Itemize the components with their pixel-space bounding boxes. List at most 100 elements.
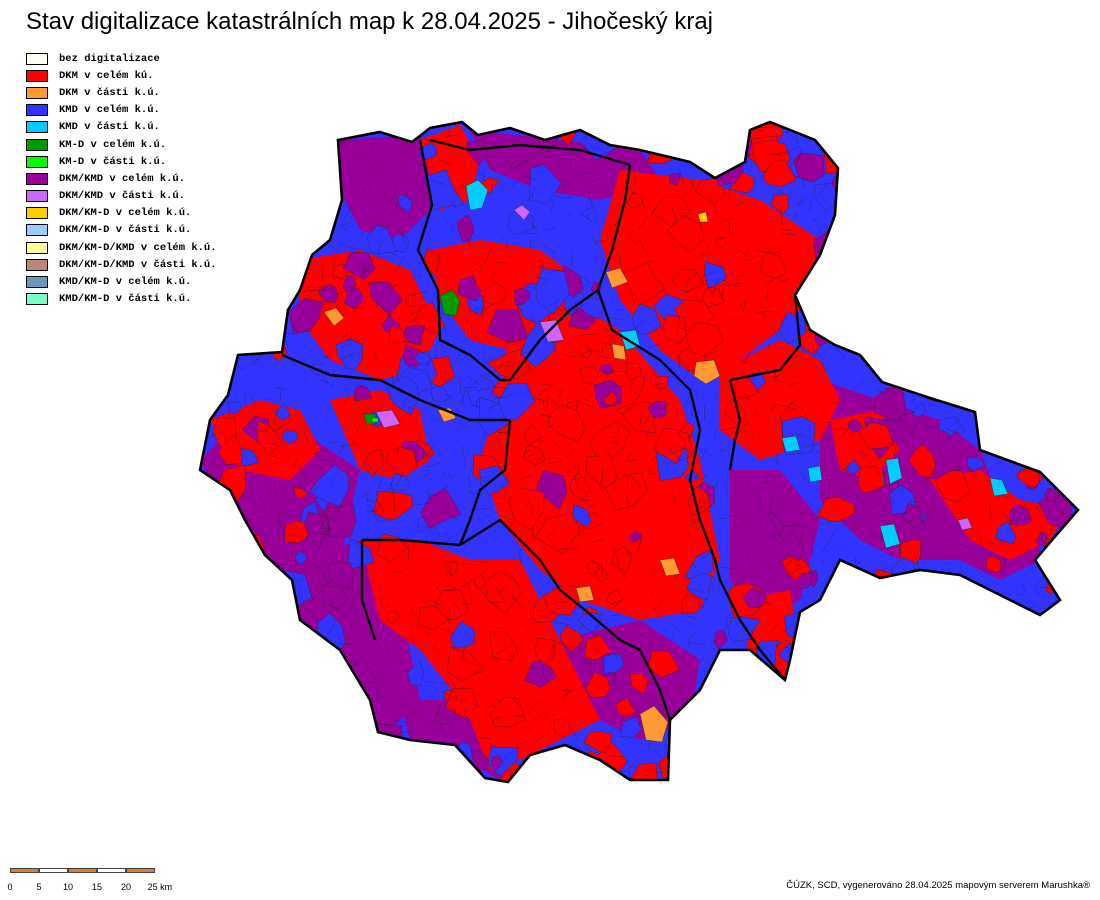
cadastral-boundary bbox=[885, 363, 893, 368]
cadastral-area bbox=[929, 173, 963, 205]
cadastral-boundary bbox=[454, 768, 459, 779]
legend-label: DKM/KMD v celém k.ú. bbox=[59, 172, 186, 185]
cadastral-boundary bbox=[520, 740, 528, 744]
cadastral-boundary bbox=[533, 715, 542, 721]
cadastral-boundary bbox=[331, 256, 338, 266]
cadastral-boundary bbox=[817, 635, 827, 640]
cadastral-boundary bbox=[253, 767, 262, 771]
cadastral-area bbox=[275, 404, 292, 422]
cadastral-boundary bbox=[587, 503, 598, 508]
cadastral-boundary bbox=[798, 469, 808, 483]
scale-tick-label: 15 bbox=[91, 882, 103, 892]
cadastral-boundary bbox=[558, 642, 573, 648]
cadastral-boundary bbox=[862, 632, 865, 641]
cadastral-boundary bbox=[534, 266, 545, 268]
cadastral-area bbox=[626, 191, 643, 209]
cadastral-boundary bbox=[472, 271, 477, 286]
cadastral-boundary bbox=[467, 491, 483, 495]
cadastral-boundary bbox=[1014, 211, 1018, 227]
cadastral-boundary bbox=[224, 723, 232, 734]
cadastral-boundary bbox=[773, 377, 786, 384]
cadastral-boundary bbox=[693, 563, 696, 568]
cadastral-boundary bbox=[310, 286, 324, 288]
cadastral-boundary bbox=[805, 498, 811, 506]
cadastral-boundary bbox=[614, 548, 619, 564]
cadastral-boundary bbox=[293, 458, 298, 468]
cadastral-area bbox=[919, 686, 935, 708]
cadastral-boundary bbox=[927, 773, 937, 778]
cadastral-area bbox=[730, 697, 760, 720]
district-boundary bbox=[281, 353, 510, 422]
cadastral-boundary bbox=[584, 136, 587, 153]
cadastral-boundary bbox=[787, 146, 799, 153]
cadastral-boundary bbox=[841, 496, 848, 502]
cadastral-boundary bbox=[1073, 671, 1078, 676]
cadastral-area bbox=[548, 404, 586, 442]
cadastral-boundary bbox=[204, 348, 206, 355]
cadastral-boundary bbox=[984, 287, 997, 291]
cadastral-boundary bbox=[1044, 279, 1058, 285]
cadastral-boundary bbox=[338, 568, 346, 579]
cadastral-boundary bbox=[988, 502, 992, 520]
cadastral-boundary bbox=[865, 752, 869, 761]
cadastral-boundary bbox=[610, 755, 625, 758]
cadastral-boundary bbox=[907, 329, 915, 334]
cadastral-boundary bbox=[966, 390, 973, 401]
cadastral-boundary bbox=[642, 292, 647, 298]
cadastral-boundary bbox=[911, 420, 919, 436]
cadastral-boundary bbox=[952, 169, 962, 183]
cadastral-boundary bbox=[617, 427, 620, 433]
cadastral-boundary bbox=[842, 521, 846, 528]
cadastral-boundary bbox=[899, 368, 904, 378]
cadastral-boundary bbox=[646, 122, 651, 123]
cadastral-boundary bbox=[222, 380, 227, 387]
cadastral-area bbox=[654, 375, 669, 390]
cadastral-boundary bbox=[466, 375, 480, 385]
cadastral-boundary bbox=[376, 499, 385, 512]
cadastral-boundary bbox=[918, 354, 936, 356]
cadastral-boundary bbox=[428, 436, 433, 444]
cadastral-boundary bbox=[581, 500, 591, 502]
cadastral-boundary bbox=[586, 514, 593, 519]
cadastral-area bbox=[260, 677, 283, 691]
cadastral-boundary bbox=[478, 268, 482, 277]
cadastral-boundary bbox=[426, 442, 436, 457]
legend-label: KM-D v části k.ú. bbox=[59, 155, 167, 168]
cadastral-area bbox=[474, 574, 486, 589]
cadastral-area bbox=[974, 734, 1000, 754]
cadastral-boundary bbox=[557, 359, 563, 364]
cadastral-boundary bbox=[205, 602, 212, 613]
cadastral-boundary bbox=[1044, 444, 1048, 452]
cadastral-boundary bbox=[718, 283, 726, 288]
partial-digitization-area bbox=[465, 179, 489, 211]
cadastral-boundary bbox=[1012, 171, 1018, 185]
cadastral-area bbox=[785, 558, 801, 576]
cadastral-boundary bbox=[772, 249, 784, 256]
cadastral-boundary bbox=[329, 504, 343, 515]
cadastral-boundary bbox=[539, 279, 549, 288]
cadastral-boundary bbox=[770, 405, 775, 412]
cadastral-boundary bbox=[1027, 374, 1037, 385]
cadastral-boundary bbox=[377, 757, 380, 764]
cadastral-area bbox=[837, 301, 859, 320]
cadastral-boundary bbox=[893, 642, 899, 653]
district-boundary bbox=[596, 164, 702, 431]
cadastral-boundary bbox=[698, 158, 709, 160]
cadastral-boundary bbox=[699, 504, 712, 513]
cadastral-boundary bbox=[334, 291, 345, 296]
cadastral-boundary bbox=[712, 140, 730, 143]
cadastral-boundary bbox=[622, 545, 630, 556]
cadastral-boundary bbox=[335, 606, 340, 613]
cadastral-boundary bbox=[408, 711, 418, 716]
cadastral-boundary bbox=[481, 356, 495, 365]
cadastral-boundary bbox=[653, 603, 659, 613]
cadastral-boundary bbox=[887, 297, 893, 299]
cadastral-boundary bbox=[991, 683, 996, 694]
cadastral-boundary bbox=[211, 575, 218, 578]
cadastral-boundary bbox=[786, 606, 799, 614]
cadastral-boundary bbox=[345, 584, 361, 594]
cadastral-area bbox=[491, 755, 504, 771]
cadastral-boundary bbox=[512, 308, 523, 316]
cadastral-area bbox=[943, 636, 963, 656]
